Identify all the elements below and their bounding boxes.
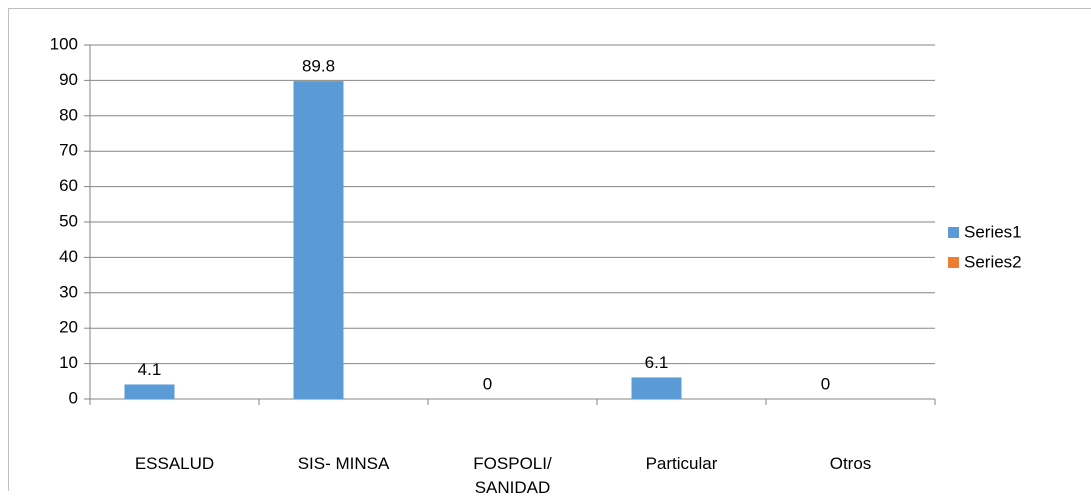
y-tick-label: 40 [59, 247, 78, 266]
y-tick-label: 10 [59, 353, 78, 372]
y-tick-label: 90 [59, 70, 78, 89]
y-tick-label: 70 [59, 141, 78, 160]
bar [632, 377, 682, 399]
y-tick-label: 50 [59, 211, 78, 230]
bar [294, 81, 344, 399]
y-tick-label: 30 [59, 282, 78, 301]
x-tick-label: SIS- MINSA [284, 452, 404, 476]
x-tick-label: ESSALUD [115, 452, 235, 476]
x-tick-label: FOSPOLI/ SANIDAD [453, 452, 573, 500]
legend-swatch [948, 257, 959, 268]
x-tick-label: Otros [791, 452, 911, 476]
bar [125, 384, 175, 399]
data-label: 89.8 [302, 57, 335, 76]
data-label: 4.1 [138, 360, 162, 379]
y-tick-label: 80 [59, 105, 78, 124]
legend-label: Series1 [964, 222, 1022, 241]
data-label: 0 [821, 374, 830, 393]
legend-label: Series2 [964, 252, 1022, 271]
y-tick-label: 60 [59, 176, 78, 195]
legend-swatch [948, 227, 959, 238]
y-tick-label: 100 [50, 34, 78, 53]
y-tick-label: 20 [59, 318, 78, 337]
x-tick-label: Particular [622, 452, 742, 476]
y-tick-label: 0 [69, 388, 78, 407]
data-label: 0 [483, 374, 492, 393]
data-label: 6.1 [645, 353, 669, 372]
